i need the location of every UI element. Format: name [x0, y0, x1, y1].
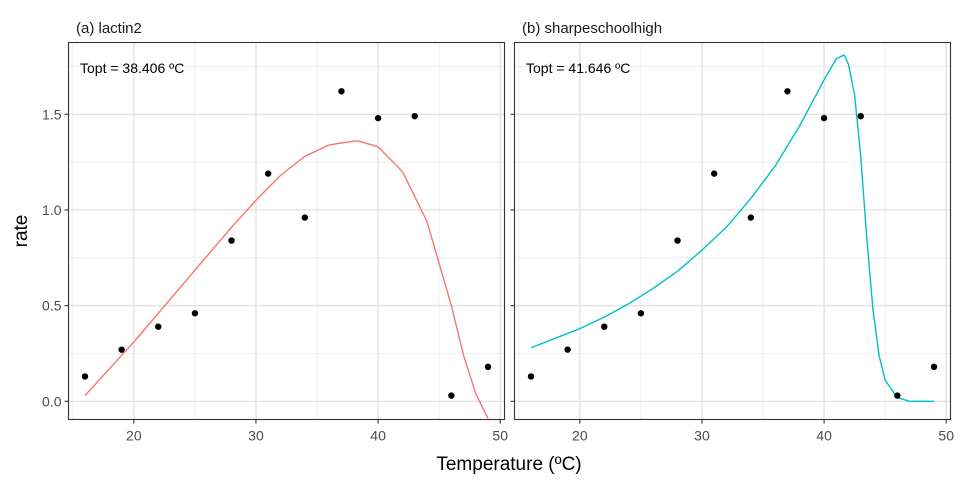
fit-curve	[84, 140, 489, 419]
data-point	[301, 214, 309, 221]
data-point	[564, 346, 571, 353]
grid	[68, 42, 505, 420]
topt-annotation: Topt = 38.406 ºC	[80, 60, 184, 76]
data-point	[411, 112, 418, 120]
data-point	[857, 112, 864, 120]
x-tick-label: 30	[694, 428, 710, 444]
data-point	[191, 310, 199, 317]
data-point	[118, 346, 125, 353]
y-axis: 0.0 0.5 1.0 1.5	[42, 106, 69, 409]
data-point	[637, 310, 645, 317]
x-tick-label: 50	[938, 428, 954, 444]
data-point	[930, 363, 938, 371]
y-axis	[510, 113, 515, 402]
x-tick-label: 40	[816, 428, 832, 444]
fit-curve-layer	[530, 54, 935, 403]
data-point	[894, 392, 901, 399]
plot-background	[68, 42, 505, 420]
grid	[514, 42, 951, 420]
x-axis: 20 30 40 50	[126, 419, 508, 444]
fit-curve	[530, 54, 935, 403]
panel-lactin2: (a) lactin2 Topt = 38.406 ºC 0.0 0.5 1.0 1.…	[42, 20, 508, 444]
y-tick-label: 1.5	[42, 106, 62, 122]
data-point	[374, 114, 382, 122]
data-point	[338, 88, 345, 95]
data-point	[674, 237, 681, 244]
x-axis: 20 30 40 50	[572, 419, 954, 444]
plot-background	[514, 42, 951, 420]
data-point	[601, 323, 608, 330]
data-point	[448, 392, 455, 399]
panel-title: (b) sharpeschoolhigh	[522, 20, 662, 37]
panel-title: (a) lactin2	[76, 20, 142, 37]
data-point	[228, 237, 235, 244]
y-tick-label: 0.0	[42, 393, 62, 409]
data-point	[155, 323, 162, 330]
x-tick-label: 40	[370, 428, 386, 444]
plot-border	[67, 41, 506, 421]
x-tick-label: 50	[492, 428, 508, 444]
y-tick-label: 1.0	[42, 202, 62, 218]
data-point	[784, 88, 791, 95]
x-axis-title: Temperature (ºC)	[436, 454, 581, 475]
x-tick-label: 20	[126, 428, 142, 444]
y-tick-label: 0.5	[42, 298, 62, 314]
x-tick-label: 20	[572, 428, 588, 444]
data-point	[484, 363, 492, 371]
data-points	[81, 88, 492, 399]
data-point	[820, 114, 828, 122]
panel-sharpeschoolhigh: (b) sharpeschoolhigh Topt = 41.646 ºC 20…	[510, 20, 954, 444]
x-tick-label: 30	[248, 428, 264, 444]
data-point	[81, 373, 89, 380]
data-points	[527, 88, 938, 399]
data-point	[527, 373, 535, 380]
data-point	[710, 170, 718, 177]
y-axis-title: rate	[11, 215, 32, 248]
plot-border	[513, 41, 952, 421]
data-point	[264, 170, 272, 177]
fit-curve-layer	[84, 140, 489, 419]
topt-annotation: Topt = 41.646 ºC	[526, 60, 630, 76]
data-point	[747, 214, 755, 221]
